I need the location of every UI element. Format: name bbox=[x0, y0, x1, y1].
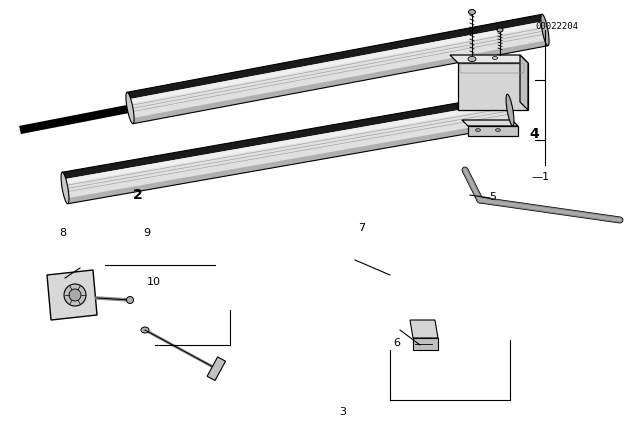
Text: 4: 4 bbox=[529, 127, 540, 142]
Ellipse shape bbox=[127, 297, 134, 303]
Ellipse shape bbox=[468, 56, 476, 61]
Ellipse shape bbox=[493, 56, 497, 60]
Text: 8: 8 bbox=[59, 228, 67, 238]
Polygon shape bbox=[63, 101, 509, 184]
Polygon shape bbox=[450, 55, 528, 63]
Polygon shape bbox=[462, 120, 518, 126]
Text: 10: 10 bbox=[147, 277, 161, 287]
Ellipse shape bbox=[141, 327, 149, 333]
Text: 00022204: 00022204 bbox=[535, 22, 579, 31]
Ellipse shape bbox=[69, 289, 81, 301]
Polygon shape bbox=[207, 357, 225, 380]
Ellipse shape bbox=[126, 92, 134, 124]
Ellipse shape bbox=[497, 28, 503, 32]
Ellipse shape bbox=[541, 14, 549, 46]
Text: 9: 9 bbox=[143, 228, 151, 238]
Polygon shape bbox=[67, 120, 513, 204]
Polygon shape bbox=[410, 320, 438, 338]
Polygon shape bbox=[413, 338, 438, 350]
Text: 3: 3 bbox=[339, 407, 346, 417]
Polygon shape bbox=[468, 126, 518, 136]
Polygon shape bbox=[62, 94, 513, 204]
Polygon shape bbox=[458, 63, 528, 110]
Polygon shape bbox=[47, 270, 97, 320]
Polygon shape bbox=[127, 14, 548, 124]
Ellipse shape bbox=[495, 129, 500, 132]
Polygon shape bbox=[127, 14, 543, 99]
Text: 2: 2 bbox=[132, 188, 143, 202]
Polygon shape bbox=[62, 94, 509, 179]
Text: 5: 5 bbox=[490, 192, 496, 202]
Text: 7: 7 bbox=[358, 224, 365, 233]
Ellipse shape bbox=[476, 129, 481, 132]
Text: —1: —1 bbox=[532, 172, 550, 182]
Text: 6: 6 bbox=[394, 338, 400, 348]
Ellipse shape bbox=[61, 172, 69, 204]
Ellipse shape bbox=[64, 284, 86, 306]
Ellipse shape bbox=[468, 9, 476, 14]
Polygon shape bbox=[129, 22, 544, 104]
Polygon shape bbox=[520, 55, 528, 110]
Ellipse shape bbox=[506, 94, 514, 126]
Polygon shape bbox=[132, 40, 548, 124]
